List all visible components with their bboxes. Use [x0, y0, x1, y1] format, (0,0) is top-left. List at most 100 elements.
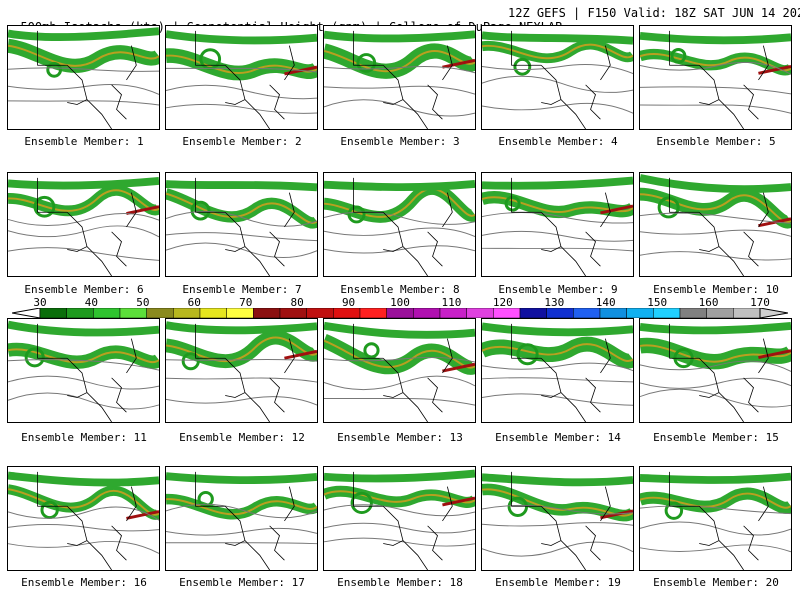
ensemble-panel-16: [7, 466, 160, 571]
coastline-outline: [669, 177, 769, 276]
height-contour: [482, 75, 633, 93]
coastline-outline: [37, 323, 137, 422]
closed-low-circulation: [507, 496, 528, 517]
colorbar-swatch: [146, 308, 174, 318]
jet-stream-band: [640, 174, 791, 194]
isotach-map: [166, 30, 317, 129]
coastline-outline: [37, 471, 137, 570]
height-contour: [640, 544, 791, 553]
height-contour: [166, 242, 317, 258]
colorbar-swatch: [333, 308, 361, 318]
colorbar-tick-label: 60: [187, 296, 201, 309]
ensemble-member-label: Ensemble Member: 16: [21, 576, 147, 589]
ensemble-panel-15: [639, 318, 792, 423]
ensemble-panel-18: [323, 466, 476, 571]
ensemble-member-label: Ensemble Member: 4: [498, 135, 618, 148]
ensemble-member-label: Ensemble Member: 7: [182, 283, 302, 296]
height-contour: [166, 210, 317, 227]
jet-stream-band: [8, 471, 159, 487]
jet-stream-band: [324, 334, 475, 375]
ensemble-panel-14: [481, 318, 634, 423]
ensemble-member-label: Ensemble Member: 20: [653, 576, 779, 589]
ensemble-member-label: Ensemble Member: 19: [495, 576, 621, 589]
colorbar-swatch: [119, 308, 147, 318]
isotach-map: [324, 30, 475, 129]
closed-low-circulation: [363, 342, 380, 359]
height-contour: [166, 542, 317, 545]
coastline-outline: [511, 30, 611, 129]
height-contour: [640, 377, 791, 389]
height-contour: [482, 504, 633, 515]
colorbar-swatch: [493, 308, 521, 318]
closed-low-circulation: [350, 491, 373, 515]
colorbar-tick-label: 110: [441, 296, 462, 309]
jet-stream-band: [8, 177, 159, 190]
colorbar-swatch: [306, 308, 334, 318]
height-contour: [8, 540, 159, 554]
colorbar-swatch: [626, 308, 654, 318]
coastline-outline: [195, 30, 295, 129]
height-contour: [482, 377, 633, 383]
colorbar-swatch: [173, 308, 201, 318]
ensemble-panel-17: [165, 466, 318, 571]
jet-stream-band: [640, 48, 791, 76]
ensemble-member-label: Ensemble Member: 18: [337, 576, 463, 589]
closed-low-circulation: [197, 490, 214, 508]
height-contour: [324, 66, 475, 74]
ensemble-panel-3: [323, 25, 476, 130]
height-contour: [324, 99, 475, 117]
height-contour: [640, 104, 791, 114]
closed-low-circulation: [40, 500, 59, 520]
ensemble-member-label: Ensemble Member: 9: [498, 283, 618, 296]
colorbar-max-arrow: [759, 308, 788, 318]
height-contour: [640, 229, 791, 237]
height-contour: [8, 83, 159, 95]
isotach-map: [640, 30, 791, 129]
ensemble-panel-1: [7, 25, 160, 130]
colorbar-swatch: [733, 308, 761, 318]
ensemble-panel-4: [481, 25, 634, 130]
jet-stream-band: [482, 343, 633, 362]
height-contour: [640, 521, 791, 536]
colorbar-tick-label: 170: [750, 296, 770, 309]
coastline-outline: [37, 177, 137, 276]
height-contour: [324, 211, 475, 225]
closed-low-circulation: [670, 47, 687, 64]
ensemble-member-label: Ensemble Member: 17: [179, 576, 305, 589]
ensemble-member-label: Ensemble Member: 11: [21, 431, 147, 444]
jet-stream-band: [8, 348, 159, 364]
coastline-outline: [511, 177, 611, 276]
isotach-map: [8, 27, 159, 129]
height-contour: [324, 245, 475, 254]
colorbar-swatch: [653, 308, 681, 318]
ensemble-member-label: Ensemble Member: 10: [653, 283, 779, 296]
isotach-map: [8, 471, 159, 570]
coastline-outline: [195, 471, 295, 570]
isotach-map: [640, 471, 791, 570]
height-contour: [8, 225, 159, 238]
jet-stream-band: [8, 488, 159, 516]
isotach-map: [166, 471, 317, 570]
colorbar-min-arrow: [12, 308, 41, 318]
ensemble-panel-19: [481, 466, 634, 571]
coastline-outline: [511, 471, 611, 570]
ensemble-panel-8: [323, 172, 476, 277]
height-contour: [166, 232, 317, 242]
isotach-map: [8, 320, 159, 422]
jet-stream-band: [166, 472, 317, 485]
colorbar-tick-label: 40: [84, 296, 99, 309]
ensemble-member-label: Ensemble Member: 15: [653, 431, 779, 444]
closed-low-circulation: [181, 352, 200, 371]
ensemble-panel-2: [165, 25, 318, 130]
isotach-map: [166, 321, 317, 422]
jet-core: [600, 204, 633, 215]
jet-core: [758, 349, 791, 359]
ensemble-member-label: Ensemble Member: 3: [340, 135, 460, 148]
jet-stream-band: [324, 485, 475, 508]
height-contour: [166, 359, 317, 362]
height-contour: [166, 84, 317, 100]
jet-core: [442, 58, 475, 69]
height-contour: [324, 522, 475, 534]
colorbar-swatch: [679, 308, 707, 318]
closed-low-circulation: [513, 57, 532, 76]
